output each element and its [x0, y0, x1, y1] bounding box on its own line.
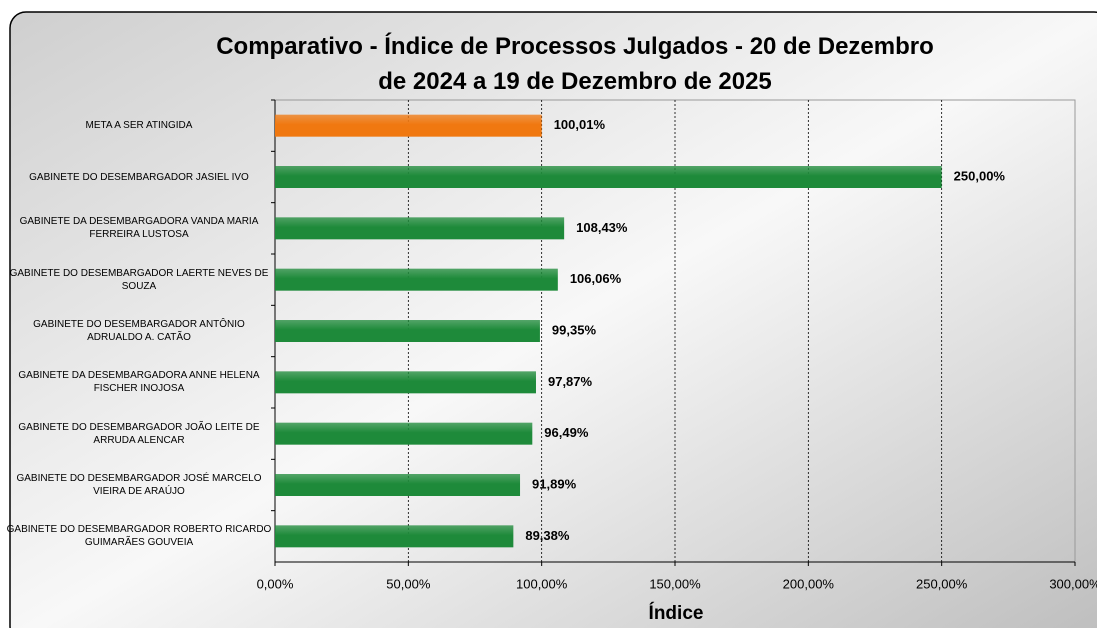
data-label: 106,06%: [570, 271, 622, 286]
x-axis-title: Índice: [649, 602, 704, 624]
bar: [275, 217, 565, 240]
data-label: 97,87%: [548, 374, 593, 389]
y-tick-label: GABINETE DO DESEMBARGADOR ROBERTO RICARD…: [6, 524, 272, 549]
bar: [275, 371, 536, 394]
data-label: 96,49%: [544, 425, 589, 440]
x-tick-label: 50,00%: [386, 576, 431, 591]
x-tick-label: 100,00%: [516, 576, 568, 591]
category-label-box: GABINETE DO DESEMBARGADOR JOSÉ MARCELO V…: [16, 473, 262, 497]
x-tick-label: 200,00%: [783, 576, 835, 591]
category-label-box: META A SER ATINGIDA: [85, 120, 193, 132]
y-tick-label: GABINETE DO DESEMBARGADOR JOSÉ MARCELO V…: [16, 473, 262, 497]
bar: [275, 268, 558, 291]
category-label-box: GABINETE DA DESEMBARGADORA ANNE HELENA F…: [18, 370, 260, 395]
chart-title-line: de 2024 a 19 de Dezembro de 2025: [378, 68, 772, 95]
y-tick-label: GABINETE DO DESEMBARGADOR JASIEL IVO: [29, 171, 249, 183]
x-tick-label: 250,00%: [916, 576, 968, 591]
category-label-box: GABINETE DO DESEMBARGADOR LAERTE NEVES D…: [9, 267, 269, 292]
bar: [275, 474, 521, 496]
bar: [275, 422, 533, 445]
x-tick-label: 0,00%: [257, 576, 294, 591]
bar: [275, 525, 514, 548]
chart-title-line: Comparativo - Índice de Processos Julgad…: [216, 32, 934, 60]
data-label: 108,43%: [576, 220, 628, 235]
data-label: 250,00%: [954, 168, 1006, 183]
y-tick-label: GABINETE DA DESEMBARGADORA ANNE HELENA F…: [18, 370, 260, 395]
category-label-box: GABINETE DO DESEMBARGADOR JOÃO LEITE DE …: [18, 421, 260, 446]
y-tick-label: GABINETE DA DESEMBARGADORA VANDA MARIA F…: [19, 216, 259, 241]
x-tick-label: 150,00%: [649, 576, 701, 591]
data-label: 91,89%: [532, 476, 577, 491]
data-label: 100,01%: [554, 117, 606, 132]
x-tick-label: 300,00%: [1049, 576, 1097, 591]
data-label: 99,35%: [552, 322, 597, 337]
bar: [275, 114, 542, 137]
y-tick-label: GABINETE DO DESEMBARGADOR ANTÔNIO ADRUAL…: [33, 319, 245, 343]
y-tick-label: GABINETE DO DESEMBARGADOR LAERTE NEVES D…: [9, 267, 269, 292]
bar: [275, 320, 540, 342]
y-tick-label: GABINETE DO DESEMBARGADOR JOÃO LEITE DE …: [18, 421, 260, 446]
bar: [275, 166, 942, 188]
category-label-box: GABINETE DA DESEMBARGADORA VANDA MARIA F…: [19, 216, 259, 241]
y-tick-label: META A SER ATINGIDA: [85, 120, 193, 132]
category-label-box: GABINETE DO DESEMBARGADOR ROBERTO RICARD…: [6, 524, 272, 549]
category-label-box: GABINETE DO DESEMBARGADOR JASIEL IVO: [29, 171, 249, 183]
data-label: 89,38%: [525, 528, 570, 543]
chart-title: Comparativo - Índice de Processos Julgad…: [216, 32, 934, 95]
category-label-box: GABINETE DO DESEMBARGADOR ANTÔNIO ADRUAL…: [33, 319, 245, 343]
